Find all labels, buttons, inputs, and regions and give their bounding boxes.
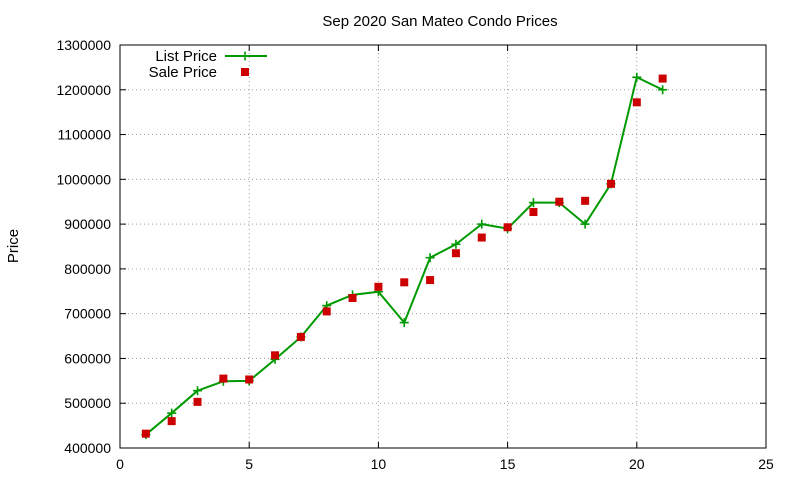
sale-price-point xyxy=(555,197,564,206)
list-price-point xyxy=(399,318,409,328)
sale-price-point xyxy=(296,332,305,341)
y-tick-label: 700000 xyxy=(64,306,111,322)
sale-price-point xyxy=(529,208,538,217)
sale-price-point xyxy=(271,351,280,360)
y-axis-label: Price xyxy=(5,229,22,263)
sale-price-point xyxy=(632,98,641,107)
list-price-point xyxy=(193,386,203,396)
x-tick-label: 0 xyxy=(116,456,124,472)
series-1 xyxy=(141,74,667,438)
sale-price-point xyxy=(606,179,615,188)
x-tick-label: 20 xyxy=(629,456,645,472)
sale-price-point xyxy=(348,293,357,302)
list-price-point xyxy=(580,219,590,229)
y-tick-label: 1300000 xyxy=(56,37,111,53)
sale-price-point xyxy=(245,375,254,384)
sale-price-point xyxy=(167,417,176,426)
x-tick-label: 10 xyxy=(371,456,387,472)
legend-label: List Price xyxy=(155,48,217,65)
sale-price-point xyxy=(322,307,331,316)
list-price-point xyxy=(451,239,461,249)
y-tick-label: 1000000 xyxy=(56,171,111,187)
y-tick-label: 900000 xyxy=(64,216,111,232)
plot-frame xyxy=(119,44,767,449)
sale-price-point xyxy=(581,196,590,205)
list-price-point xyxy=(167,408,177,418)
sale-price-point xyxy=(141,429,150,438)
sale-price-point xyxy=(503,223,512,232)
sale-price-point xyxy=(193,397,202,406)
chart-title: Sep 2020 San Mateo Condo Prices xyxy=(322,13,557,30)
y-tick-label: 1200000 xyxy=(56,82,111,98)
axes: 0 5 10 15 20 25 400000 500000 600000 700000 800000… xyxy=(56,37,774,472)
legend-label: Sale Price xyxy=(149,64,217,81)
list-price-point xyxy=(658,85,668,95)
list-price-point xyxy=(425,253,435,263)
y-tick-label: 600000 xyxy=(64,350,111,366)
y-tick-label: 400000 xyxy=(64,440,111,456)
series-layer xyxy=(141,72,668,440)
legend-square-marker xyxy=(241,68,249,76)
x-tick-label: 25 xyxy=(758,456,774,472)
y-tick-label: 800000 xyxy=(64,261,111,277)
sale-price-point xyxy=(477,233,486,242)
sale-price-point xyxy=(451,249,460,258)
list-price-point xyxy=(477,219,487,229)
list-price-point xyxy=(528,198,538,208)
sale-price-point xyxy=(658,74,667,83)
y-tick-label: 1100000 xyxy=(58,127,112,143)
sale-price-point xyxy=(374,282,383,291)
list-price-point xyxy=(632,72,642,82)
sale-price-point xyxy=(400,278,409,287)
legend-plus-marker xyxy=(240,51,250,61)
y-tick-label: 500000 xyxy=(64,395,111,411)
x-tick-label: 5 xyxy=(245,456,253,472)
sale-price-point xyxy=(426,276,435,285)
sale-price-point xyxy=(219,374,228,383)
x-tick-label: 15 xyxy=(500,456,516,472)
